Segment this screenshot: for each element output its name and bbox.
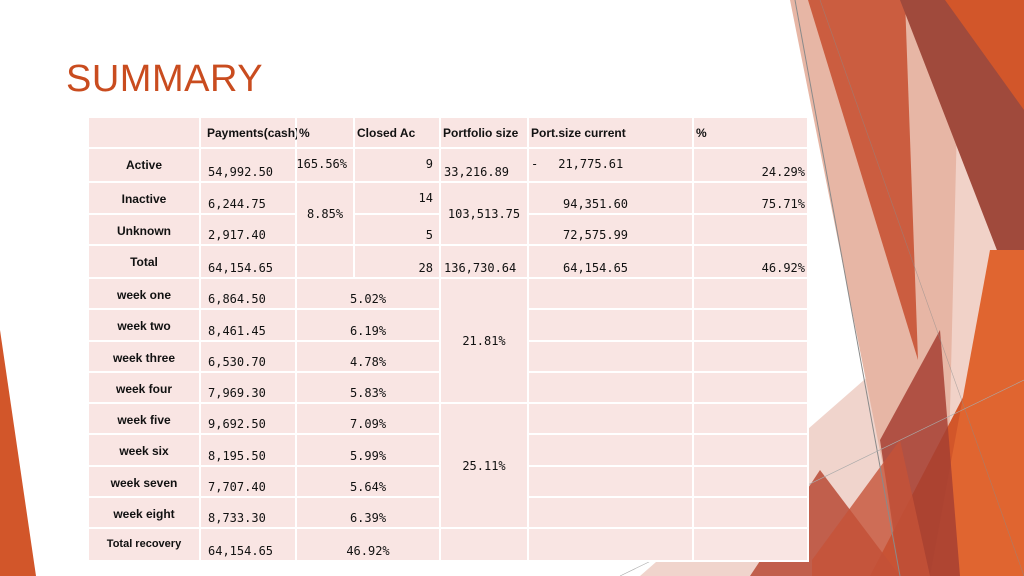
empty-cell bbox=[694, 310, 809, 342]
empty-cell bbox=[529, 372, 694, 404]
empty-cell bbox=[529, 497, 694, 529]
inactive-unknown-portfolio: 103,513.75 bbox=[441, 183, 529, 246]
week-four-payment: 7,969.30 bbox=[201, 372, 297, 404]
total-portfolio: 136,730.64 bbox=[441, 246, 529, 279]
week-four-pct: 5.83% bbox=[297, 372, 441, 404]
header-portfolio-size: Portfolio size bbox=[441, 118, 529, 149]
week-eight-pct: 6.39% bbox=[297, 497, 441, 529]
week-eight-payment: 8,733.30 bbox=[201, 497, 297, 529]
row-label-week-seven: week seven bbox=[89, 466, 201, 498]
week-seven-payment: 7,707.40 bbox=[201, 466, 297, 498]
inactive-port-current: 94,351.60 bbox=[529, 183, 694, 215]
week-three-payment: 6,530.70 bbox=[201, 341, 297, 373]
total-recovery-payment: 64,154.65 bbox=[201, 529, 297, 562]
empty-cell bbox=[529, 466, 694, 498]
week-six-payment: 8,195.50 bbox=[201, 435, 297, 467]
active-port-current: 21,775.61 bbox=[558, 157, 624, 171]
active-pct2: 24.29% bbox=[694, 149, 809, 183]
week-seven-pct: 5.64% bbox=[297, 466, 441, 498]
unknown-payment: 2,917.40 bbox=[201, 215, 297, 246]
row-label-week-one: week one bbox=[89, 279, 201, 311]
active-payment: 54,992.50 bbox=[201, 149, 297, 183]
empty-cell bbox=[529, 529, 694, 562]
empty-cell bbox=[694, 372, 809, 404]
active-port-current-cell: - 21,775.61 bbox=[529, 149, 694, 183]
row-label-week-two: week two bbox=[89, 310, 201, 342]
empty-cell bbox=[529, 435, 694, 467]
active-portfolio: 33,216.89 bbox=[441, 149, 529, 183]
empty-cell bbox=[441, 529, 529, 562]
row-label-week-five: week five bbox=[89, 404, 201, 436]
total-recovery-pct: 46.92% bbox=[297, 529, 441, 562]
row-label-week-four: week four bbox=[89, 372, 201, 404]
active-dash: - bbox=[531, 157, 539, 171]
row-label-active: Active bbox=[89, 149, 201, 183]
empty-cell bbox=[529, 279, 694, 311]
week-five-pct: 7.09% bbox=[297, 404, 441, 436]
total-pct2: 46.92% bbox=[694, 246, 809, 279]
week-one-pct: 5.02% bbox=[297, 279, 441, 311]
header-empty-cell bbox=[89, 118, 201, 149]
active-pct: 165.56% bbox=[296, 149, 355, 183]
total-closed: 28 bbox=[355, 246, 441, 279]
total-port-current: 64,154.65 bbox=[529, 246, 694, 279]
active-closed: 9 bbox=[355, 149, 441, 183]
inactive-unknown-pct: 8.85% bbox=[297, 183, 355, 246]
unknown-pct2-empty bbox=[694, 215, 809, 246]
header-pct: % bbox=[297, 118, 355, 149]
empty-cell bbox=[529, 404, 694, 436]
empty-cell bbox=[529, 310, 694, 342]
unknown-closed: 5 bbox=[355, 215, 441, 246]
total-pct-empty bbox=[297, 246, 355, 279]
week-six-pct: 5.99% bbox=[297, 435, 441, 467]
inactive-payment: 6,244.75 bbox=[201, 183, 297, 215]
week-five-payment: 9,692.50 bbox=[201, 404, 297, 436]
week-one-payment: 6,864.50 bbox=[201, 279, 297, 311]
empty-cell bbox=[529, 341, 694, 373]
week-three-pct: 4.78% bbox=[297, 341, 441, 373]
row-label-week-eight: week eight bbox=[89, 497, 201, 529]
inactive-pct2: 75.71% bbox=[694, 183, 809, 215]
row-label-week-three: week three bbox=[89, 341, 201, 373]
unknown-port-current: 72,575.99 bbox=[529, 215, 694, 246]
empty-cell bbox=[694, 435, 809, 467]
header-closed-ac: Closed Ac bbox=[355, 118, 441, 149]
empty-cell bbox=[694, 341, 809, 373]
empty-cell bbox=[694, 466, 809, 498]
weeks-1-4-pct: 21.81% bbox=[441, 279, 529, 404]
empty-cell bbox=[694, 279, 809, 311]
page-title: SUMMARY bbox=[66, 58, 264, 100]
empty-cell bbox=[694, 497, 809, 529]
weeks-5-8-pct: 25.11% bbox=[441, 404, 529, 529]
summary-table: Payments(cash) % Closed Ac Portfolio siz… bbox=[89, 118, 812, 566]
empty-cell bbox=[694, 404, 809, 436]
row-label-total: Total bbox=[89, 246, 201, 279]
week-two-pct: 6.19% bbox=[297, 310, 441, 342]
week-two-payment: 8,461.45 bbox=[201, 310, 297, 342]
row-label-total-recovery: Total recovery bbox=[89, 529, 201, 562]
header-port-size-current: Port.size current bbox=[529, 118, 694, 149]
row-label-week-six: week six bbox=[89, 435, 201, 467]
row-label-unknown: Unknown bbox=[89, 215, 201, 246]
inactive-closed: 14 bbox=[355, 183, 441, 215]
row-label-inactive: Inactive bbox=[89, 183, 201, 215]
header-pct2: % bbox=[694, 118, 809, 149]
empty-cell bbox=[694, 529, 809, 562]
header-payments: Payments(cash) bbox=[201, 118, 299, 149]
total-payment: 64,154.65 bbox=[201, 246, 297, 279]
